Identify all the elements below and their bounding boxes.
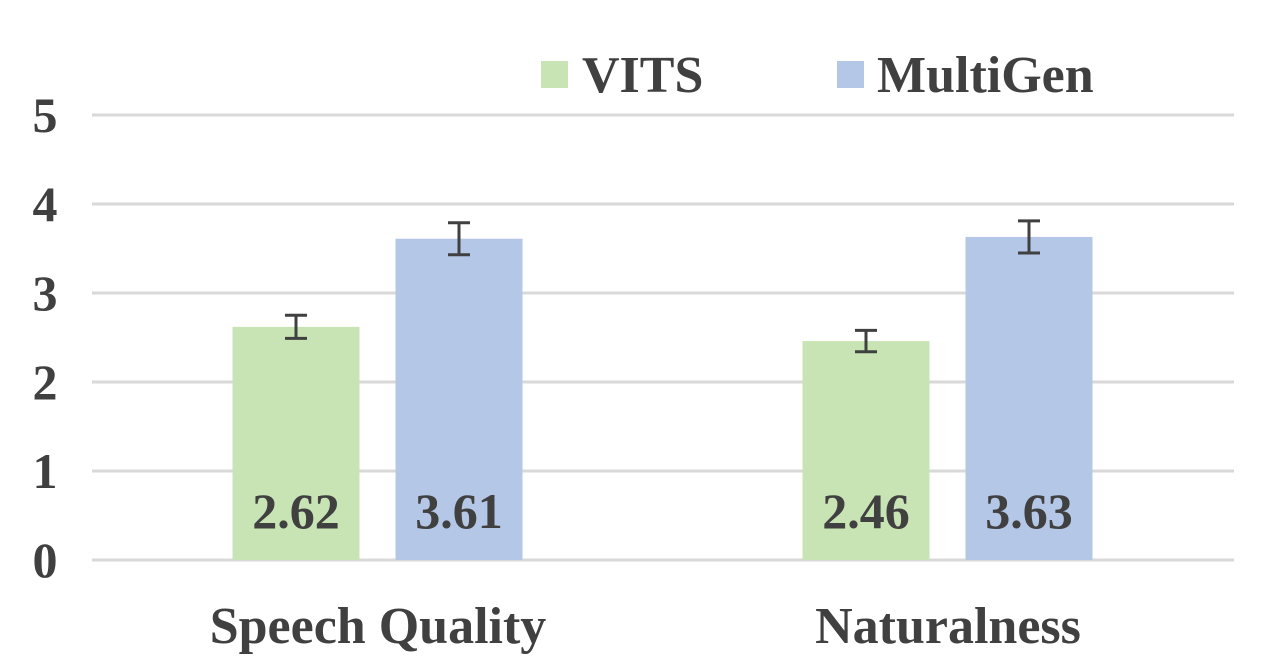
- value-label: 3.63: [985, 483, 1073, 539]
- labels: 0 1 2 3 4 5 2.62 3.61 Speech Quality 2.46 3.63 Natu…: [33, 87, 1081, 655]
- legend-label-vits: VITS: [582, 47, 703, 104]
- legend-swatch-multigen: [837, 61, 864, 88]
- bar-multigen-1: [965, 236, 1093, 560]
- x-category-label: Naturalness: [815, 598, 1081, 655]
- y-tick-label: 0: [33, 532, 58, 588]
- y-tick-label: 4: [33, 176, 58, 232]
- x-category-label: Speech Quality: [210, 598, 547, 655]
- bar-multigen-0: [395, 238, 523, 560]
- legend-swatch-vits: [541, 61, 568, 88]
- legend: VITS MultiGen: [541, 47, 1094, 104]
- bar-vits-1: [802, 341, 930, 560]
- legend-label-multigen: MultiGen: [877, 47, 1094, 104]
- bars: [232, 219, 1093, 560]
- y-tick-label: 3: [33, 265, 58, 321]
- value-label: 2.46: [822, 483, 910, 539]
- value-label: 2.62: [252, 483, 340, 539]
- y-tick-label: 2: [33, 354, 58, 410]
- y-tick-label: 1: [33, 443, 58, 499]
- bar-vits-0: [232, 326, 360, 560]
- y-tick-label: 5: [33, 87, 58, 143]
- value-label: 3.61: [415, 483, 503, 539]
